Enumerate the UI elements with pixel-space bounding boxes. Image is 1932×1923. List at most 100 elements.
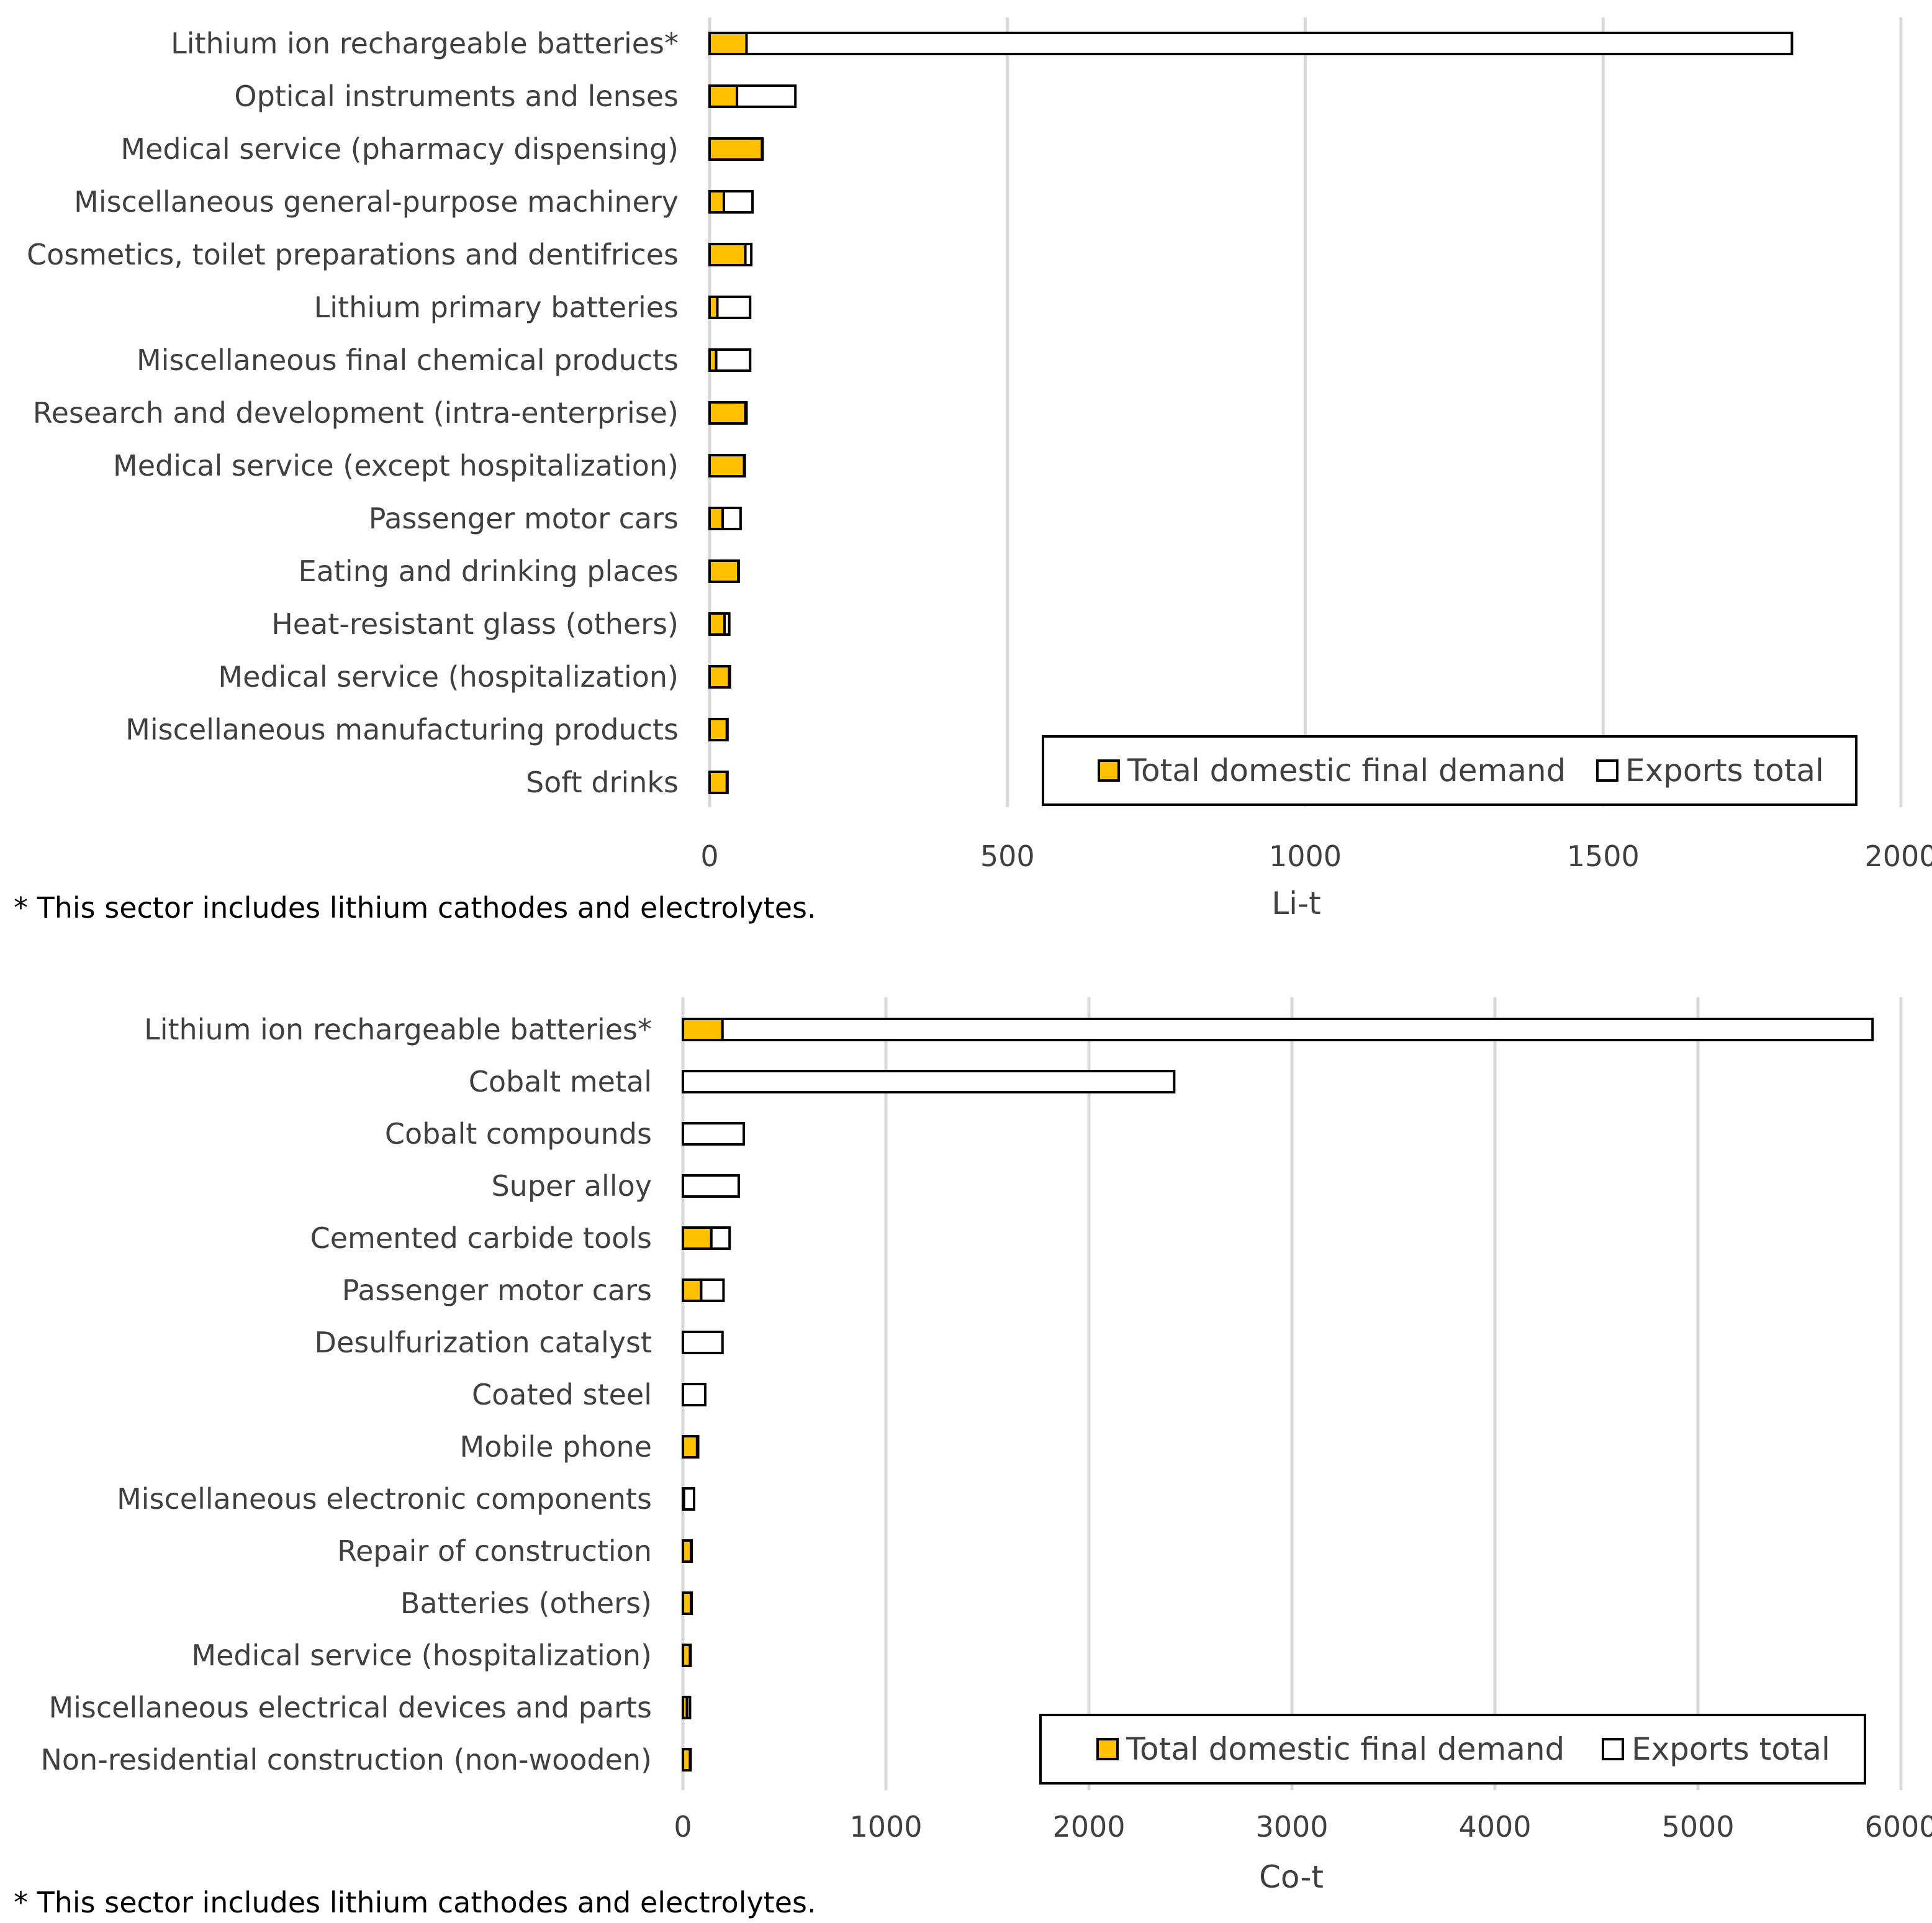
category-label: Mobile phone <box>460 1430 652 1464</box>
bar-exports <box>725 771 729 794</box>
bar-exports <box>736 84 797 108</box>
category-label: Optical instruments and lenses <box>234 79 679 113</box>
bar-exports <box>743 454 746 477</box>
category-label: Non-residential construction (non-wooden… <box>40 1743 652 1776</box>
bar-exports <box>744 401 748 425</box>
category-label: Research and development (intra-enterpri… <box>33 396 679 430</box>
bar-domestic <box>708 84 739 108</box>
bar-domestic <box>708 243 747 266</box>
bar-exports <box>682 1331 724 1354</box>
category-label: Desulfurization catalyst <box>315 1326 652 1359</box>
cobalt-chart: 0 1000 2000 3000 4000 5000 6000 Lithium ion rec… <box>14 997 1932 1919</box>
category-label: Cosmetics, toilet preparations and denti… <box>27 238 679 271</box>
x-axis-title: Li-t <box>1271 885 1320 921</box>
bar-exports <box>682 1383 706 1406</box>
bar-domestic <box>682 1226 713 1250</box>
legend-swatch-domestic <box>1098 759 1120 782</box>
bar-domestic <box>708 559 740 583</box>
bar-exports <box>682 1487 695 1511</box>
bar-exports <box>685 1696 692 1719</box>
category-label: Medical service (hospitalization) <box>218 660 679 694</box>
category-label: Super alloy <box>491 1169 652 1203</box>
category-label: Medical service (pharmacy dispensing) <box>120 132 679 166</box>
footnote: * This sector includes lithium cathodes … <box>14 891 816 925</box>
category-label: Medical service (hospitalization) <box>191 1639 652 1672</box>
bar-domestic <box>682 1278 703 1302</box>
bar-domestic <box>682 1435 698 1459</box>
bar-domestic <box>708 454 746 477</box>
legend-swatch-domestic <box>1096 1738 1119 1760</box>
bar-domestic <box>708 612 726 636</box>
bar-exports <box>723 612 731 636</box>
bar-domestic <box>708 190 726 214</box>
x-tick-label: 1500 <box>1567 839 1640 873</box>
bar-exports <box>695 1435 700 1459</box>
bar-domestic <box>708 507 724 530</box>
category-label: Batteries (others) <box>400 1586 652 1620</box>
category-label: Miscellaneous manufacturing products <box>125 713 679 746</box>
bar-exports <box>690 1591 693 1615</box>
bar-exports <box>682 1122 746 1146</box>
bar-exports <box>725 718 729 741</box>
legend-swatch-exports <box>1596 759 1618 782</box>
bar-exports <box>721 1018 1874 1041</box>
legend-label-exports: Exports total <box>1625 753 1824 789</box>
x-tick-label: 0 <box>674 1810 692 1844</box>
category-label: Cemented carbide tools <box>310 1221 652 1255</box>
legend-label-exports: Exports total <box>1632 1731 1830 1767</box>
bar-exports <box>737 559 741 583</box>
category-label: Passenger motor cars <box>369 502 679 535</box>
category-label: Coated steel <box>472 1378 652 1411</box>
x-tick-label: 5000 <box>1661 1810 1734 1844</box>
legend-label-domestic: Total domestic final demand <box>1126 1731 1564 1767</box>
bar-exports <box>682 1174 740 1198</box>
bar-domestic <box>682 1018 724 1041</box>
legend: Total domestic final demand Exports total <box>1042 735 1858 806</box>
x-tick-label: 3000 <box>1255 1810 1328 1844</box>
category-label: Cobalt compounds <box>385 1117 652 1151</box>
bar-exports <box>728 665 731 689</box>
category-label: Eating and drinking places <box>299 554 679 588</box>
category-label: Medical service (except hospitalization) <box>113 449 679 482</box>
bar-exports <box>700 1278 725 1302</box>
category-label: Lithium ion rechargeable batteries* <box>171 27 679 60</box>
bar-exports <box>710 1226 731 1250</box>
x-tick-label: 1000 <box>1269 839 1342 873</box>
bar-domestic <box>708 665 731 689</box>
legend: Total domestic final demand Exports total <box>1039 1714 1866 1785</box>
bar-exports <box>690 1539 693 1563</box>
legend-box <box>1039 1714 1866 1785</box>
bar-exports <box>745 32 1794 55</box>
legend-label-domestic: Total domestic final demand <box>1127 753 1566 789</box>
x-tick-label: 0 <box>700 839 718 873</box>
x-tick-label: 2000 <box>1864 839 1932 873</box>
x-tick-label: 2000 <box>1052 1810 1125 1844</box>
category-label: Miscellaneous general-purpose machinery <box>74 185 679 219</box>
x-tick-label: 500 <box>980 839 1035 873</box>
bar-exports <box>682 1070 1176 1093</box>
category-label: Passenger motor cars <box>342 1274 652 1307</box>
x-tick-label: 4000 <box>1458 1810 1531 1844</box>
bar-exports <box>715 348 752 372</box>
category-label: Miscellaneous electronic components <box>117 1482 652 1516</box>
bar-exports <box>744 243 753 266</box>
x-tick-label: 1000 <box>849 1810 922 1844</box>
lithium-chart: 0 500 1000 1500 2000 Lithium ion rechargeable… <box>14 17 1932 925</box>
category-label: Lithium ion rechargeable batteries* <box>144 1013 652 1046</box>
category-label: Cobalt metal <box>469 1065 652 1098</box>
category-label: Repair of construction <box>337 1534 652 1568</box>
legend-box <box>1042 735 1858 806</box>
bar-domestic <box>708 718 728 741</box>
category-label: Heat-resistant glass (others) <box>271 607 679 641</box>
x-tick-label: 6000 <box>1864 1810 1932 1844</box>
bar-domestic <box>708 771 728 794</box>
legend-swatch-exports <box>1602 1738 1624 1760</box>
category-label: Soft drinks <box>526 766 679 799</box>
bar-domestic <box>708 32 748 55</box>
bar-exports <box>721 507 742 530</box>
x-axis-title: Co-t <box>1259 1859 1324 1895</box>
category-label: Miscellaneous electrical devices and par… <box>48 1691 652 1724</box>
bar-domestic <box>708 137 764 161</box>
category-label: Lithium primary batteries <box>314 291 679 324</box>
